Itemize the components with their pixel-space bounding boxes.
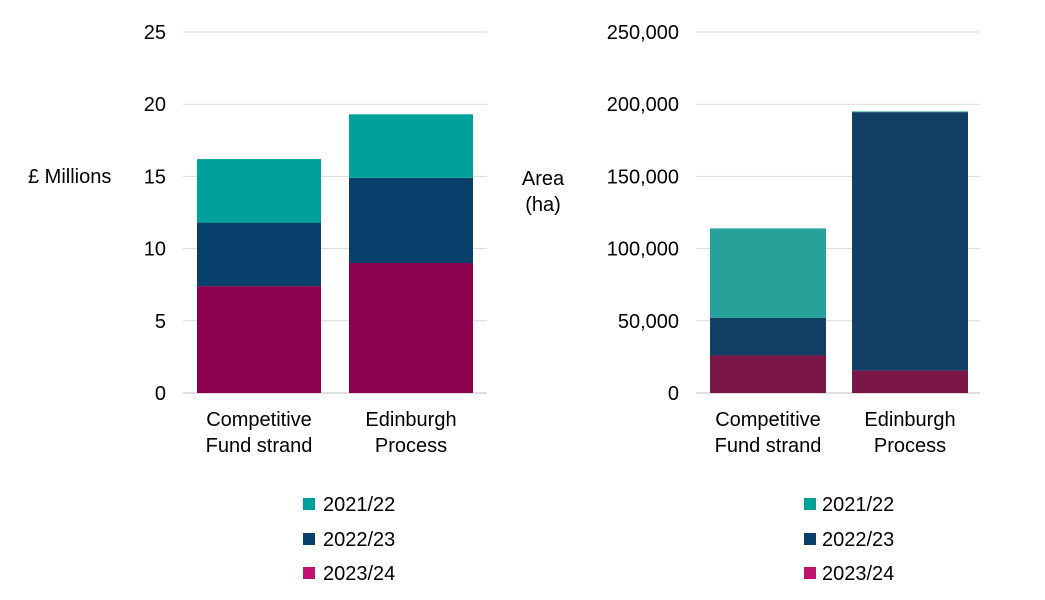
legend-label: 2023/24	[822, 563, 894, 585]
bar-segment	[852, 112, 968, 371]
bar-segment	[710, 355, 826, 393]
x-tick-label: Process	[874, 435, 946, 457]
legend-label: 2021/22	[822, 494, 894, 516]
legend-label: 2022/23	[822, 529, 894, 551]
y-tick-label: 5	[155, 311, 166, 333]
y-tick-label: 0	[155, 383, 166, 405]
y-axis-label: Area (ha)	[522, 168, 565, 216]
y-tick-label: 50,000	[618, 311, 679, 333]
x-tick-label: Fund strand	[206, 435, 313, 457]
legend-swatch	[804, 567, 816, 579]
bar-segment	[852, 111, 968, 113]
x-tick-label: Edinburgh	[864, 409, 955, 431]
legend-swatch	[303, 533, 315, 545]
y-tick-label: 150,000	[607, 166, 679, 188]
bar-segment	[710, 228, 826, 318]
y-tick-label: 100,000	[607, 239, 679, 261]
legend-label: 2022/23	[323, 529, 395, 551]
bar-segment	[349, 263, 473, 393]
bar-segment	[197, 159, 321, 223]
legend-swatch	[804, 498, 816, 510]
bar-segment	[349, 114, 473, 178]
x-tick-label: Fund strand	[715, 435, 822, 457]
legend-label: 2023/24	[323, 563, 395, 585]
legend-label: 2021/22	[323, 494, 395, 516]
x-tick-label: Competitive	[206, 409, 312, 431]
bar-segment	[197, 222, 321, 287]
y-tick-label: 20	[144, 94, 166, 116]
y-tick-label: 25	[144, 22, 166, 44]
x-tick-label: Edinburgh	[365, 409, 456, 431]
y-tick-label: 0	[668, 383, 679, 405]
bar-segment	[710, 317, 826, 356]
y-tick-label: 10	[144, 239, 166, 261]
y-tick-label: 250,000	[607, 22, 679, 44]
y-axis-label: £ Millions	[28, 166, 111, 188]
x-tick-label: Process	[375, 435, 447, 457]
y-tick-label: 200,000	[607, 94, 679, 116]
bar-segment	[349, 177, 473, 264]
y-tick-label: 15	[144, 166, 166, 188]
bar-segment	[852, 370, 968, 393]
x-tick-label: Competitive	[715, 409, 821, 431]
legend-swatch	[804, 533, 816, 545]
bar-segment	[197, 286, 321, 393]
legend-swatch	[303, 498, 315, 510]
legend-swatch	[303, 567, 315, 579]
